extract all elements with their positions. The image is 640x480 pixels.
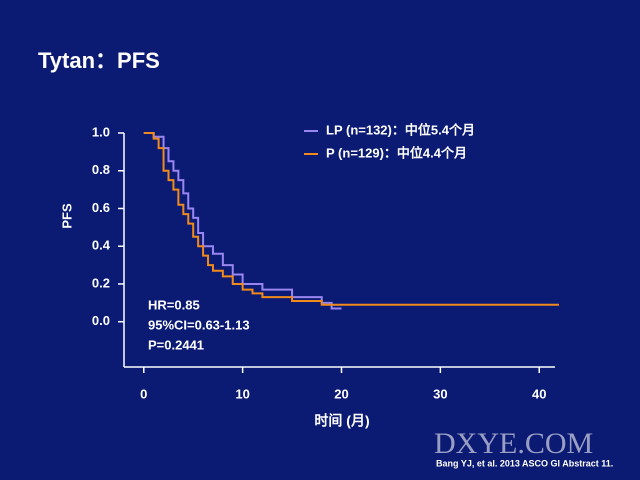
title: Tytan：PFS bbox=[38, 48, 160, 73]
survival-curve bbox=[143, 132, 342, 310]
y-tick-label: 0.6 bbox=[92, 200, 110, 215]
x-axis-label: 时间 (月) bbox=[314, 413, 369, 429]
y-tick-label: 0.8 bbox=[92, 162, 110, 177]
x-tick-label: 10 bbox=[235, 386, 249, 401]
legend-label: LP (n=132)：中位5.4个月 bbox=[326, 122, 475, 137]
survival-curve bbox=[143, 132, 559, 306]
x-tick-label: 0 bbox=[140, 386, 147, 401]
x-tick-label: 30 bbox=[433, 386, 447, 401]
annotation: P=0.2441 bbox=[148, 337, 204, 352]
x-tick-label: 20 bbox=[334, 386, 348, 401]
citation: Bang YJ, et al. 2013 ASCO GI Abstract 11… bbox=[436, 458, 613, 468]
annotation: HR=0.85 bbox=[148, 297, 200, 312]
y-tick-label: 0.4 bbox=[92, 238, 111, 253]
legend-label: P (n=129)：中位4.4个月 bbox=[326, 145, 467, 160]
y-tick-label: 0.0 bbox=[92, 313, 110, 328]
y-axis-label: PFS bbox=[59, 203, 74, 229]
watermark: DXYE.COM bbox=[434, 427, 593, 460]
x-tick-label: 40 bbox=[532, 386, 546, 401]
y-tick-label: 1.0 bbox=[92, 124, 110, 139]
y-tick-label: 0.2 bbox=[92, 275, 110, 290]
annotation: 95%CI=0.63-1.13 bbox=[148, 317, 250, 332]
